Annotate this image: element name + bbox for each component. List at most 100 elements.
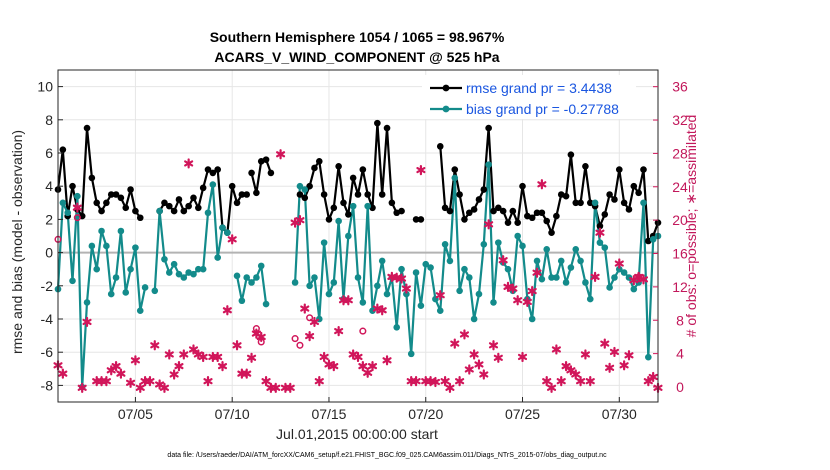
rmse-point	[248, 169, 255, 177]
y-tick-label: -4	[41, 311, 54, 327]
rmse-point	[582, 162, 589, 170]
obs-assimilated-point	[474, 359, 484, 370]
bias-point	[582, 279, 589, 286]
obs-assimilated-point	[382, 355, 392, 366]
bias-point	[209, 181, 217, 188]
obs-assimilated-point	[435, 290, 445, 301]
obs-assimilated-point	[576, 376, 586, 387]
obs-assimilated-point	[580, 349, 590, 360]
x-tick-label: 07/25	[505, 406, 540, 422]
obs-assimilated-point	[648, 371, 658, 383]
legend-swatch-bias-marker	[442, 105, 450, 113]
y-axis-label-left: rmse and bias (model - observation)	[9, 130, 25, 354]
rmse-point	[127, 186, 134, 193]
bias-point	[490, 299, 497, 306]
obs-assimilated-point	[126, 377, 136, 388]
legend-swatch-rmse-marker	[442, 84, 450, 92]
rmse-point	[374, 119, 381, 127]
obs-assimilated-point	[561, 361, 571, 372]
bias-point	[262, 300, 270, 308]
rmse-point	[475, 196, 483, 203]
rmse-point	[504, 219, 512, 227]
rmse-point	[199, 184, 207, 192]
bias-point	[436, 307, 444, 315]
rmse-point	[325, 216, 333, 223]
bias-point	[645, 353, 652, 361]
rmse-point	[354, 191, 362, 198]
bias-point	[296, 182, 304, 190]
bias-point	[383, 290, 391, 298]
bias-point	[180, 274, 188, 281]
obs-assimilated-point	[300, 303, 310, 314]
y-tick-label: 2	[45, 211, 53, 227]
obs-assimilated-point	[479, 369, 489, 380]
bias-point	[107, 290, 115, 298]
rmse-point	[630, 182, 638, 190]
bias-point	[485, 161, 492, 168]
y-tick-label: -6	[41, 344, 54, 360]
y-right-tick-label: 0	[676, 379, 684, 395]
rmse-point	[228, 182, 236, 190]
rmse-point	[93, 199, 101, 207]
rmse-point	[136, 214, 144, 222]
rmse-line-segment	[299, 122, 402, 221]
rmse-point	[528, 214, 536, 222]
rmse-point	[320, 191, 328, 198]
obs-assimilated-point	[430, 376, 440, 388]
obs-assimilated-point	[605, 362, 615, 373]
bias-point	[441, 241, 449, 248]
bias-point	[403, 290, 410, 298]
bias-point	[640, 199, 647, 207]
obs-assimilated-point	[208, 351, 218, 363]
x-axis-label: Jul.01,2015 00:00:00 start	[276, 426, 438, 442]
rmse-point	[567, 151, 575, 158]
obs-possible-point	[252, 325, 260, 333]
bias-point	[562, 279, 570, 286]
rmse-point	[572, 199, 580, 207]
y-tick-label: 0	[45, 245, 53, 261]
rmse-point	[611, 196, 618, 203]
x-tick-label: 07/20	[408, 406, 443, 422]
rmse-point	[398, 207, 405, 215]
rmse-point	[107, 191, 115, 198]
bias-point	[615, 265, 623, 273]
chart-title: Southern Hemisphere 1054 / 1065 = 98.967…	[210, 29, 505, 45]
rmse-point	[170, 207, 178, 215]
obs-assimilated-point	[106, 365, 116, 376]
bias-point	[233, 272, 241, 280]
bias-point	[136, 307, 144, 315]
bias-point	[630, 285, 638, 293]
obs-assimilated-point	[585, 376, 595, 387]
bias-point	[112, 274, 120, 281]
y-tick-label: -8	[41, 377, 54, 393]
bias-point	[514, 232, 521, 240]
obs-assimilated-point	[319, 351, 329, 363]
obs-assimilated-point	[101, 376, 111, 387]
rmse-point	[267, 169, 275, 177]
bias-point	[238, 297, 246, 305]
bias-point	[461, 265, 468, 273]
rmse-point	[59, 146, 67, 153]
legend-entry-rmse: rmse grand pr = 3.4438	[466, 80, 612, 96]
obs-assimilated-point	[159, 382, 170, 393]
bias-point	[199, 265, 207, 273]
rmse-point	[383, 124, 391, 132]
bias-point	[620, 269, 628, 276]
rmse-point	[122, 204, 130, 212]
bias-point	[88, 242, 96, 250]
bias-point	[374, 282, 381, 290]
bias-point	[117, 227, 125, 235]
rmse-point	[485, 124, 492, 132]
rmse-point	[345, 211, 352, 218]
rmse-point	[388, 199, 396, 207]
rmse-point	[461, 216, 468, 223]
bias-point	[567, 264, 575, 271]
rmse-point	[204, 166, 212, 173]
rmse-point	[490, 207, 497, 215]
rmse-point	[543, 217, 551, 225]
obs-assimilated-point	[222, 305, 232, 316]
obs-assimilated-point	[242, 368, 252, 379]
bias-point	[601, 244, 609, 251]
bias-point	[586, 295, 594, 303]
bias-point	[98, 227, 105, 235]
